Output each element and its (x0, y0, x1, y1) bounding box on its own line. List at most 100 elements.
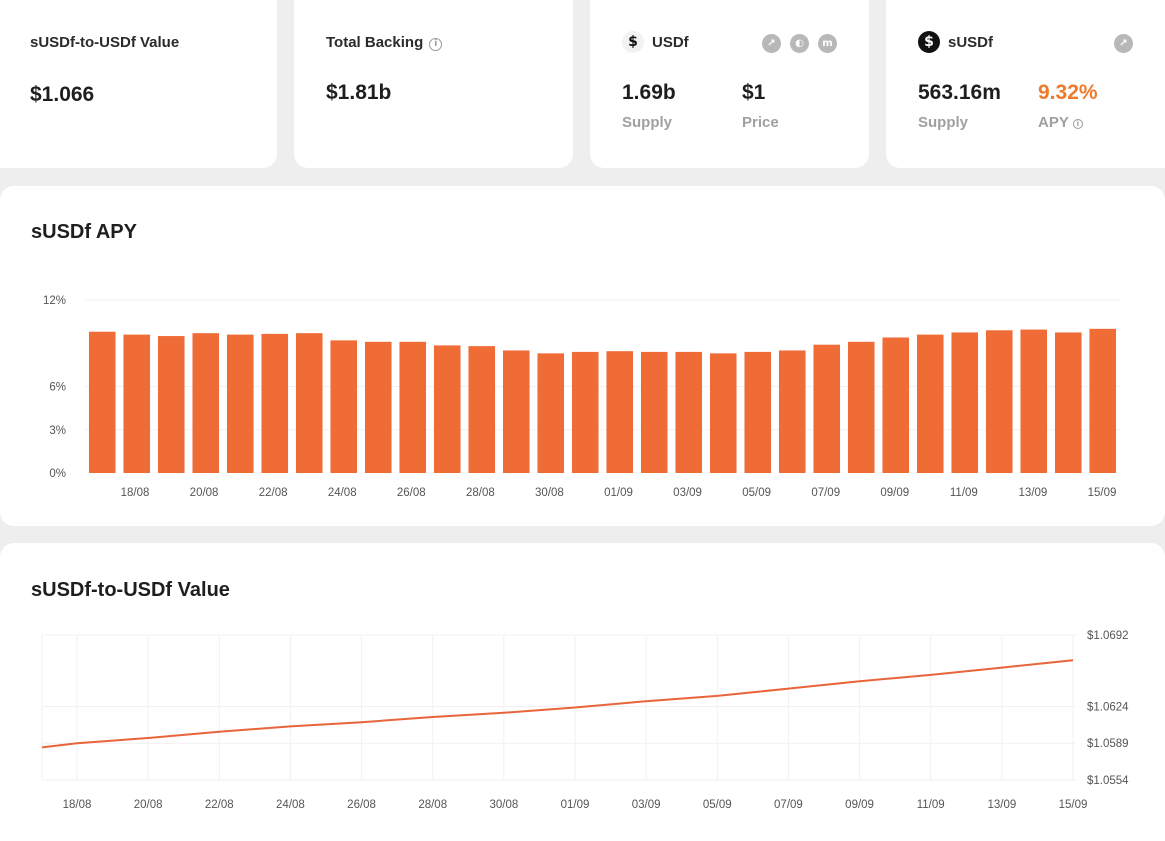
x-tick-label: 24/08 (276, 799, 305, 811)
info-icon[interactable]: i (429, 38, 443, 51)
apy-label: APY i (1038, 114, 1083, 131)
susdf-coin-icon: $ (918, 31, 940, 53)
stat-label-text: Total Backing (326, 34, 424, 51)
bar (882, 337, 910, 473)
x-tick-label: 28/08 (418, 799, 447, 811)
x-tick-label: 09/09 (845, 799, 874, 811)
bar (433, 345, 461, 473)
x-tick-label: 15/09 (1088, 487, 1117, 499)
x-tick-label: 11/09 (950, 487, 978, 499)
bar (778, 350, 806, 473)
bar (1054, 332, 1082, 473)
value-line-chart: $1.0554 $1.0589 $1.0624 $1.0692 18/08 20/08 22… (41, 630, 1129, 811)
x-tick-label: 18/08 (121, 487, 150, 499)
y-tick-label: 12% (43, 295, 66, 307)
bar (226, 334, 254, 473)
x-tick-label: 18/08 (63, 799, 92, 811)
stat-value: $1.81b (326, 81, 392, 104)
price-label: Price (742, 114, 779, 131)
bar (1020, 329, 1048, 473)
bar (951, 332, 979, 473)
apy-value: 9.32% (1038, 81, 1098, 104)
y-tick-label: $1.0692 (1087, 630, 1129, 642)
supply-value: 563.16m (918, 81, 1001, 104)
x-tick-label: 01/09 (561, 799, 590, 811)
coinmarketcap-icon[interactable]: m (818, 34, 837, 53)
bar (985, 330, 1013, 473)
bar (847, 341, 875, 473)
supply-value: 1.69b (622, 81, 676, 104)
stat-card-usdf: $ USDf ↗ ◐ m 1.69b Supply $1 Price (590, 0, 869, 168)
x-tick-label: 24/08 (328, 487, 357, 499)
stat-card-susdf: $ sUSDf ↗ 563.16m Supply 9.32% APY i (886, 0, 1165, 168)
chart-icon[interactable]: ↗ (762, 34, 781, 53)
stat-label: sUSDf-to-USDf Value (30, 34, 180, 51)
x-tick-label: 03/09 (673, 487, 702, 499)
bar (192, 333, 220, 473)
bar (537, 353, 565, 473)
bar (571, 351, 599, 473)
bar (123, 334, 151, 473)
x-tick-label: 28/08 (466, 487, 495, 499)
x-tick-label: 26/08 (397, 487, 426, 499)
apy-label-text: APY (1038, 114, 1069, 131)
chart-title: sUSDf-to-USDf Value (31, 579, 230, 601)
x-tick-label: 20/08 (134, 799, 163, 811)
apy-chart-card: sUSDf APY 0% 3% 6% 12% 18/08 20/08 22/08 24/08 2… (0, 186, 1165, 526)
stat-card-susdf-value: sUSDf-to-USDf Value $1.066 (0, 0, 277, 168)
x-tick-label: 13/09 (987, 799, 1016, 811)
supply-label: Supply (622, 114, 673, 131)
x-tick-label: 03/09 (632, 799, 661, 811)
chart-icon[interactable]: ↗ (1114, 34, 1133, 53)
bar (330, 340, 358, 473)
bar (813, 344, 841, 473)
x-tick-label: 09/09 (880, 487, 909, 499)
usdf-coin-icon: $ (622, 31, 644, 53)
bar (261, 333, 289, 473)
bar (744, 351, 772, 473)
x-tick-label: 30/08 (535, 487, 564, 499)
bar (88, 331, 116, 473)
stat-label: Total Backing i (326, 34, 443, 51)
token-name: USDf (652, 34, 689, 51)
x-tick-label: 05/09 (742, 487, 771, 499)
y-tick-label: $1.0554 (1087, 775, 1129, 787)
x-tick-label: 15/09 (1059, 799, 1088, 811)
supply-label: Supply (918, 114, 969, 131)
token-name: sUSDf (948, 34, 994, 51)
x-tick-label: 05/09 (703, 799, 732, 811)
bar (399, 341, 427, 473)
y-tick-label: 3% (49, 425, 66, 437)
x-tick-label: 07/09 (811, 487, 840, 499)
y-tick-label: 0% (49, 468, 66, 480)
bar (295, 333, 323, 473)
x-tick-label: 22/08 (259, 487, 288, 499)
x-tick-label: 01/09 (604, 487, 633, 499)
x-tick-label: 26/08 (347, 799, 376, 811)
bar (916, 334, 944, 473)
value-line (41, 659, 1074, 749)
stat-value: $1.066 (30, 83, 95, 106)
x-tick-label: 07/09 (774, 799, 803, 811)
x-tick-label: 11/09 (917, 799, 945, 811)
y-tick-label: $1.0624 (1087, 701, 1129, 713)
info-icon[interactable]: i (1072, 119, 1083, 129)
apy-bar-chart: 0% 3% 6% 12% 18/08 20/08 22/08 24/08 26/08 28/08 3… (43, 295, 1120, 499)
price-value: $1 (742, 81, 766, 104)
x-tick-label: 13/09 (1019, 487, 1048, 499)
x-tick-label: 30/08 (489, 799, 518, 811)
bar (364, 341, 392, 473)
bar (675, 351, 703, 473)
x-tick-label: 20/08 (190, 487, 219, 499)
y-tick-label: 6% (49, 382, 66, 394)
dragon-icon[interactable]: ◐ (790, 34, 809, 53)
value-chart-card: sUSDf-to-USDf Value $1.0554 $1.0589 $1.062… (0, 543, 1165, 841)
x-tick-label: 22/08 (205, 799, 234, 811)
bar (502, 350, 530, 473)
bar (157, 336, 185, 473)
bar (606, 351, 634, 473)
stat-card-total-backing: Total Backing i $1.81b (294, 0, 573, 168)
bar (709, 353, 737, 473)
bar (468, 346, 496, 473)
y-tick-label: $1.0589 (1087, 738, 1129, 750)
